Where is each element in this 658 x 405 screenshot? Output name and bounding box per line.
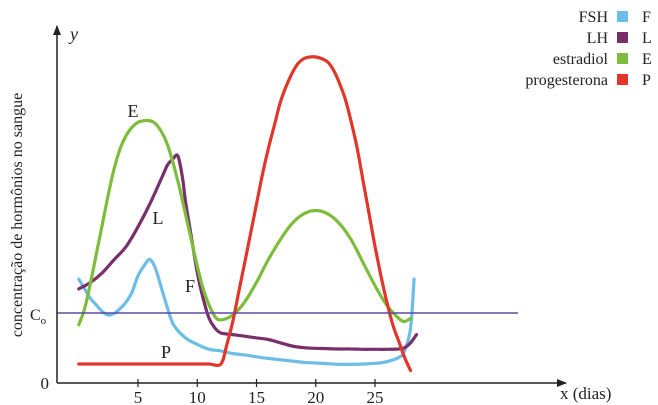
legend-swatch bbox=[617, 53, 628, 64]
legend-label: estradiol bbox=[553, 51, 609, 68]
legend-label: LH bbox=[587, 30, 609, 47]
curve-labels: F L E P bbox=[128, 101, 196, 362]
legend-code: L bbox=[642, 30, 652, 47]
legend-label: progesterona bbox=[525, 72, 608, 89]
curve-label-p: P bbox=[161, 342, 171, 362]
legend-swatch bbox=[617, 74, 628, 85]
legend-label: FSH bbox=[579, 9, 609, 26]
series-line-l bbox=[77, 153, 419, 351]
series-line-p bbox=[77, 55, 413, 373]
x-tick-label: 5 bbox=[134, 388, 143, 405]
x-ticks: 5 10 15 20 25 bbox=[134, 379, 384, 405]
reference-line-label-letter: C bbox=[30, 307, 41, 324]
legend-code: F bbox=[642, 9, 651, 26]
y-axis-label: concentração de hormônios no sangue bbox=[9, 93, 26, 337]
legend-swatch bbox=[617, 11, 628, 22]
legend-swatch bbox=[617, 32, 628, 43]
x-tick-label: 25 bbox=[367, 388, 384, 405]
reference-line-label: Co bbox=[30, 307, 47, 327]
legend-code: E bbox=[642, 51, 652, 68]
reference-line-label-subscript: o bbox=[41, 315, 47, 327]
x-tick-label: 10 bbox=[189, 388, 206, 405]
origin-label: 0 bbox=[41, 374, 50, 393]
curve-label-l: L bbox=[153, 208, 164, 228]
curve-label-e: E bbox=[128, 101, 139, 121]
series-line-e bbox=[77, 118, 413, 327]
x-tick-label: 15 bbox=[248, 388, 265, 405]
x-axis-label-text: x (dias) bbox=[560, 384, 611, 403]
series-lines bbox=[77, 55, 419, 373]
y-axis-letter: y bbox=[68, 24, 78, 44]
legend-code: P bbox=[642, 72, 651, 89]
x-tick-label: 20 bbox=[307, 388, 324, 405]
curve-label-f: F bbox=[185, 276, 195, 296]
x-axis-label: x (dias) bbox=[560, 384, 611, 403]
